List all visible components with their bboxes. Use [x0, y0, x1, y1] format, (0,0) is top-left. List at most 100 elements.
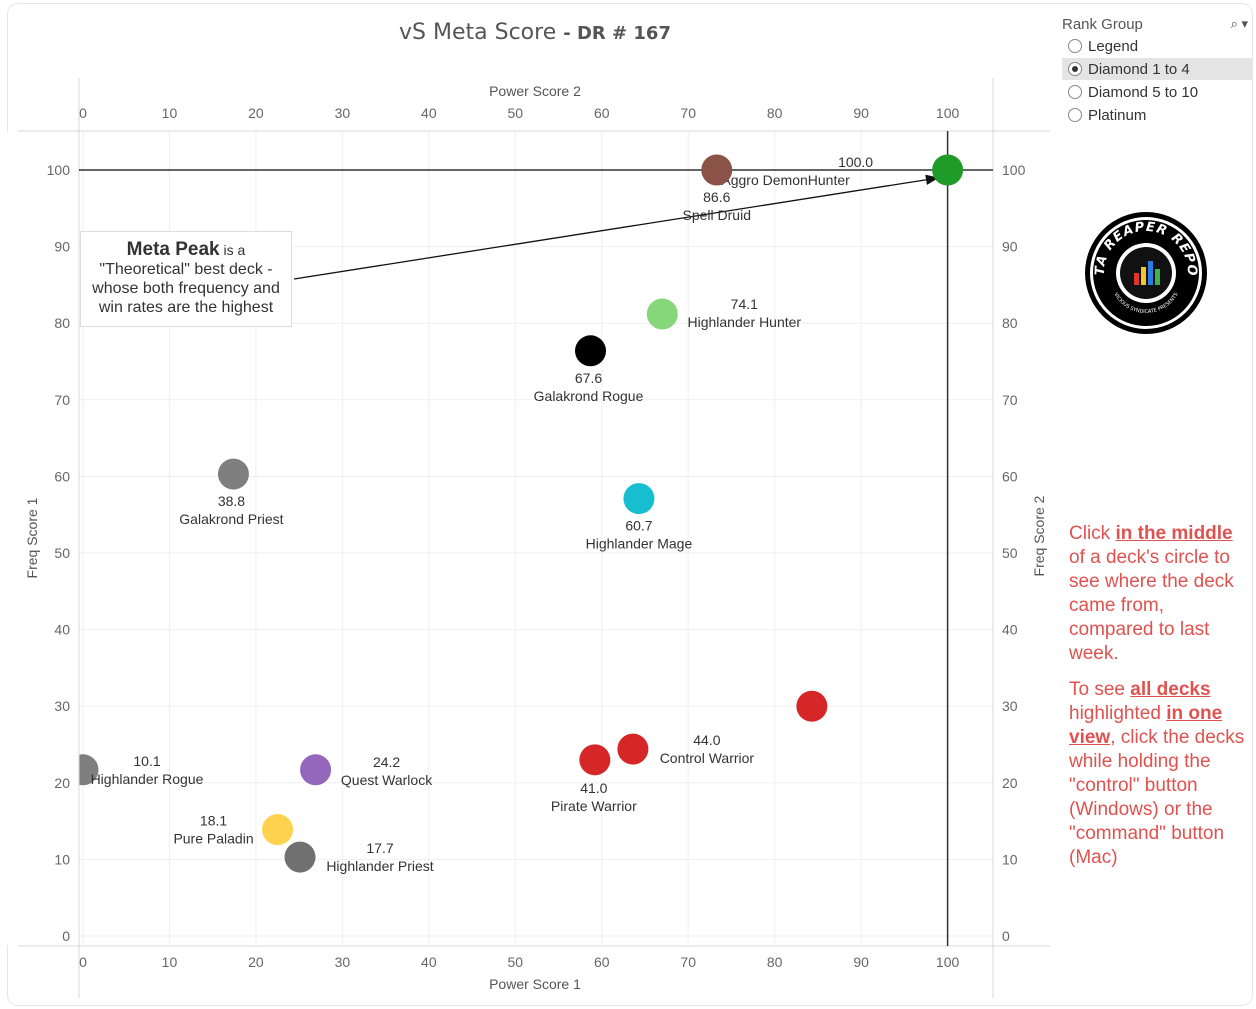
- axis-title-left: Freq Score 1: [24, 497, 40, 578]
- filter-search-icon[interactable]: ⌕ ▾: [1230, 16, 1248, 31]
- axis-title-right: Freq Score 2: [1031, 495, 1047, 576]
- tick-label-x-top: 90: [853, 105, 869, 121]
- annotation-peak: Meta Peak: [126, 239, 220, 260]
- data-point[interactable]: [284, 841, 316, 873]
- tick-label-x-top: 60: [594, 105, 610, 121]
- tick-label-y-left: 10: [54, 851, 70, 867]
- tick-label-y-right: 70: [1002, 392, 1018, 408]
- tick-label-y-left: 40: [54, 622, 70, 638]
- instructions: Click in the middle of a deck's circle t…: [1069, 522, 1251, 882]
- data-point[interactable]: [623, 483, 655, 515]
- data-point[interactable]: [262, 814, 294, 846]
- tick-label-y-left: 70: [54, 392, 70, 408]
- radio-icon[interactable]: [1068, 108, 1082, 122]
- tick-label-x-bottom: 50: [508, 954, 524, 970]
- point-value-label: 41.0: [580, 780, 607, 796]
- chart-title-main: vS Meta Score: [399, 20, 557, 45]
- data-point[interactable]: [575, 335, 607, 367]
- radio-icon[interactable]: [1068, 85, 1082, 99]
- data-point[interactable]: [217, 458, 249, 490]
- filter-option[interactable]: Diamond 1 to 4: [1062, 58, 1252, 80]
- point-name-label: Galakrond Priest: [179, 511, 283, 527]
- tick-label-x-bottom: 20: [248, 954, 264, 970]
- axis-title-top: Power Score 2: [489, 83, 581, 99]
- instructions-p2: To see all decks highlighted in one view…: [1069, 679, 1245, 868]
- tick-label-x-bottom: 80: [767, 954, 783, 970]
- rank-group-filter: Rank Group ⌕ ▾ Legend Diamond 1 to 4 Diamo…: [1062, 14, 1252, 126]
- tick-label-x-top: 30: [335, 105, 351, 121]
- tick-label-x-bottom: 100: [936, 954, 960, 970]
- point-value-label: 24.2: [373, 754, 400, 770]
- filter-option-label: Platinum: [1088, 106, 1147, 124]
- tick-label-x-top: 0: [79, 105, 87, 121]
- tick-label-y-right: 50: [1002, 545, 1018, 561]
- filter-option[interactable]: Legend: [1062, 35, 1252, 57]
- point-name-label: Control Warrior: [660, 750, 755, 766]
- tick-label-y-left: 100: [47, 162, 71, 178]
- data-point[interactable]: [617, 733, 649, 765]
- point-name-label: Pirate Warrior: [551, 798, 637, 814]
- tick-label-y-right: 30: [1002, 698, 1018, 714]
- tick-label-x-top: 80: [767, 105, 783, 121]
- annotation-line2: "Theoretical" best deck -: [99, 261, 273, 278]
- filter-option-label: Diamond 1 to 4: [1088, 60, 1190, 78]
- tick-label-y-right: 90: [1002, 239, 1018, 255]
- tick-label-x-top: 50: [508, 105, 524, 121]
- annotation-line4: win rates are the highest: [98, 299, 274, 316]
- filter-option-label: Diamond 5 to 10: [1088, 83, 1199, 101]
- filter-option[interactable]: Platinum: [1062, 104, 1252, 126]
- data-point[interactable]: [579, 744, 611, 776]
- tick-label-x-top: 20: [248, 105, 264, 121]
- tick-label-y-right: 0: [1002, 928, 1010, 944]
- tick-label-y-right: 10: [1002, 851, 1018, 867]
- data-point[interactable]: [701, 154, 733, 186]
- tick-label-x-bottom: 0: [79, 954, 87, 970]
- data-point[interactable]: [932, 154, 964, 186]
- point-value-label: 67.6: [575, 370, 602, 386]
- tick-label-x-bottom: 40: [421, 954, 437, 970]
- scatter-plot: 0010102020303040405050606070708080909010…: [18, 78, 1050, 998]
- point-value-label: 10.1: [133, 753, 160, 769]
- annotation-isa: is a: [219, 242, 246, 258]
- point-name-label: Quest Warlock: [341, 772, 433, 788]
- tick-label-y-left: 20: [54, 775, 70, 791]
- point-value-label: 38.8: [218, 493, 245, 509]
- tick-label-x-top: 40: [421, 105, 437, 121]
- radio-icon[interactable]: [1068, 39, 1082, 53]
- filter-option-label: Legend: [1088, 37, 1139, 55]
- tick-label-x-top: 10: [162, 105, 178, 121]
- point-name-label: Highlander Rogue: [91, 771, 204, 787]
- point-name-label: Galakrond Rogue: [534, 388, 644, 404]
- point-name-label: Highlander Mage: [586, 536, 693, 552]
- tick-label-y-left: 30: [54, 698, 70, 714]
- data-point[interactable]: [796, 690, 828, 722]
- point-value-label: 86.6: [703, 189, 730, 205]
- tick-label-y-left: 80: [54, 315, 70, 331]
- annotation-arrow: [293, 174, 939, 280]
- tick-label-y-left: 90: [54, 239, 70, 255]
- tick-label-y-left: 0: [62, 928, 70, 944]
- tick-label-x-bottom: 90: [853, 954, 869, 970]
- tick-label-x-top: 100: [936, 105, 960, 121]
- filter-options: Legend Diamond 1 to 4 Diamond 5 to 10 Plati…: [1062, 35, 1252, 126]
- tick-label-y-right: 80: [1002, 315, 1018, 331]
- point-name-label: Aggro DemonHunter: [721, 172, 850, 188]
- data-point[interactable]: [300, 754, 332, 786]
- point-name-label: Pure Paladin: [173, 831, 253, 847]
- filter-option[interactable]: Diamond 5 to 10: [1062, 81, 1252, 103]
- tick-label-y-right: 40: [1002, 622, 1018, 638]
- tick-label-x-top: 70: [680, 105, 696, 121]
- point-value-label: 17.7: [366, 840, 393, 856]
- tick-label-x-bottom: 70: [680, 954, 696, 970]
- data-point[interactable]: [646, 298, 678, 330]
- radio-icon[interactable]: [1068, 62, 1082, 76]
- point-value-label: 74.1: [731, 296, 758, 312]
- tick-label-y-right: 20: [1002, 775, 1018, 791]
- tick-label-x-bottom: 30: [335, 954, 351, 970]
- point-value-label: 60.7: [625, 518, 652, 534]
- meta-peak-annotation: Meta Peak is a "Theoretical" best deck -…: [80, 231, 292, 327]
- point-value-label: 18.1: [200, 813, 227, 829]
- tick-label-x-bottom: 10: [162, 954, 178, 970]
- tick-label-x-bottom: 60: [594, 954, 610, 970]
- point-value-label: 44.0: [693, 732, 720, 748]
